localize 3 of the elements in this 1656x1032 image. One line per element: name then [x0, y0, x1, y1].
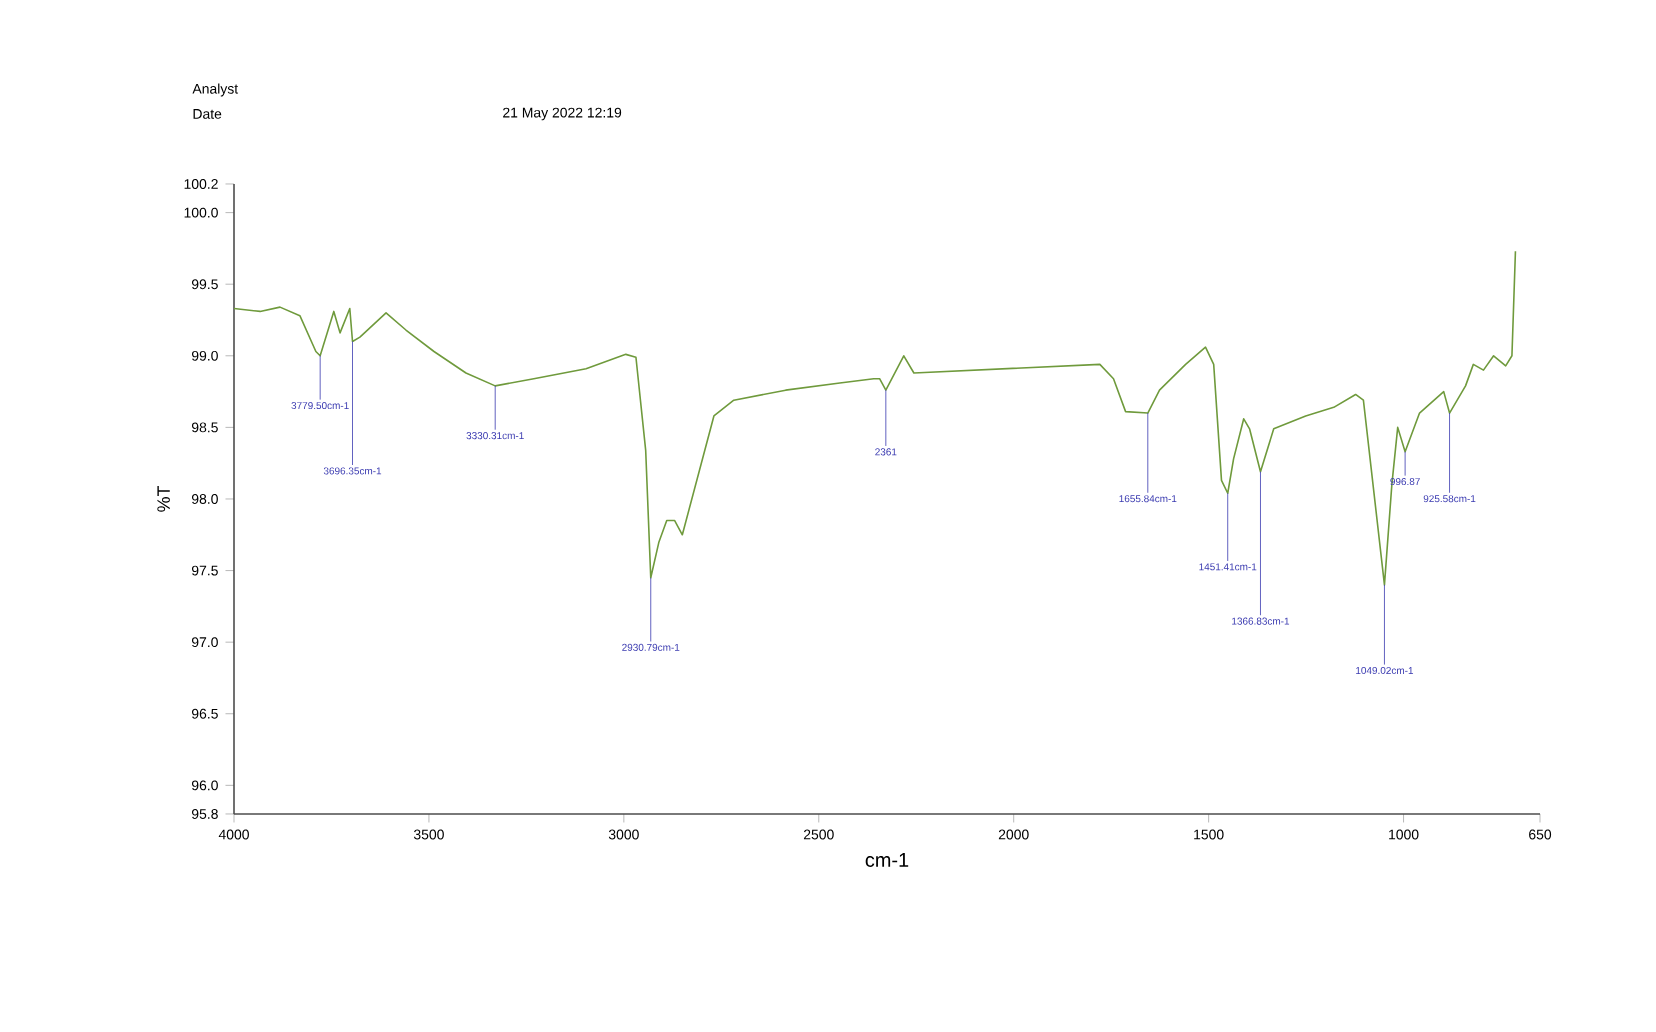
- line-series: [234, 250, 1517, 586]
- x-axis-title: cm-1: [865, 853, 909, 867]
- y-axis-title: %T: [157, 485, 170, 512]
